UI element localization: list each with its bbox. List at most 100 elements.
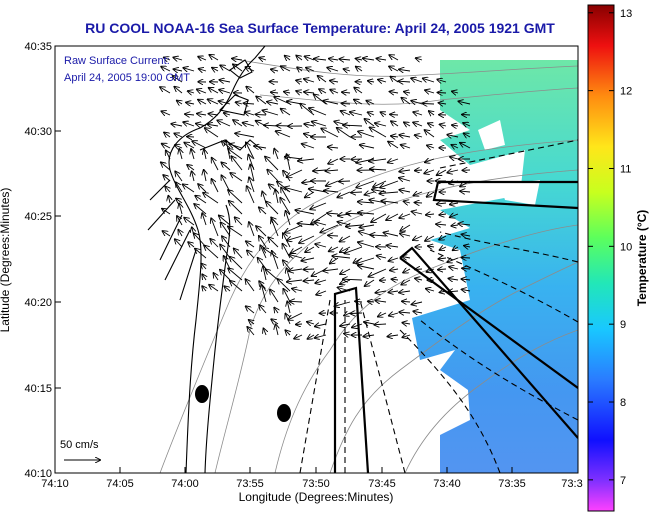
current-vector-arrow bbox=[360, 145, 375, 148]
current-vector-arrow bbox=[268, 237, 279, 248]
current-vector-arrow bbox=[439, 103, 447, 104]
current-vector-arrow bbox=[428, 123, 435, 126]
current-vector-arrow bbox=[313, 170, 327, 171]
current-vector-arrow bbox=[448, 291, 459, 292]
current-vector-arrow bbox=[186, 103, 195, 105]
current-vector-arrow bbox=[437, 80, 447, 83]
current-vector-arrow bbox=[402, 301, 411, 302]
current-vector-arrow bbox=[219, 90, 231, 93]
current-vector-arrow bbox=[275, 190, 278, 204]
colorbar-ticks: 13 12 11 10 9 8 7 bbox=[588, 8, 632, 487]
current-vector-arrow bbox=[185, 114, 195, 115]
current-vector-arrow bbox=[211, 218, 219, 237]
current-vector-arrow bbox=[354, 88, 363, 94]
current-vector-arrow bbox=[358, 202, 375, 203]
current-vector-arrow bbox=[365, 119, 375, 127]
current-vector-arrow bbox=[179, 149, 182, 160]
current-vector-arrow bbox=[464, 133, 471, 137]
temperature-colorbar bbox=[587, 4, 615, 512]
current-vector-arrow bbox=[230, 173, 243, 182]
current-vector-arrow bbox=[285, 56, 290, 60]
current-vector-arrow bbox=[198, 100, 207, 104]
current-vector-arrow bbox=[414, 192, 423, 195]
x-tick-label: 73:45 bbox=[368, 478, 396, 490]
current-vector-arrow bbox=[370, 128, 387, 138]
current-vector-arrow bbox=[368, 301, 375, 302]
current-vector-arrow bbox=[188, 242, 195, 247]
current-vector-arrow bbox=[224, 256, 231, 270]
current-vector-arrow bbox=[176, 182, 183, 193]
x-tick-label: 73:50 bbox=[302, 478, 330, 490]
current-vector-arrow bbox=[314, 95, 327, 105]
current-vector-arrow bbox=[175, 172, 183, 182]
current-vector-arrow bbox=[415, 203, 423, 204]
current-vector-arrow bbox=[220, 80, 231, 82]
current-vector-arrow bbox=[427, 269, 435, 272]
current-vector-arrow bbox=[365, 279, 375, 286]
current-vector-arrow bbox=[399, 312, 411, 313]
current-vector-arrow bbox=[399, 291, 411, 293]
current-vector-arrow bbox=[378, 313, 387, 317]
current-vector-arrow bbox=[381, 201, 399, 203]
current-vector-arrow bbox=[304, 280, 315, 281]
current-vector-arrow bbox=[351, 313, 363, 314]
current-vector-arrow bbox=[283, 233, 291, 248]
current-vector-arrow bbox=[202, 213, 206, 226]
current-vector-arrow bbox=[341, 111, 351, 115]
current-vector-arrow bbox=[304, 79, 315, 82]
current-vector-arrow bbox=[247, 327, 255, 336]
current-vector-arrow bbox=[258, 258, 267, 270]
current-vector-arrow bbox=[369, 159, 387, 161]
current-vector-arrow bbox=[287, 302, 290, 314]
current-vector-arrow bbox=[210, 239, 219, 248]
current-vector-arrow bbox=[399, 190, 411, 192]
current-vector-arrow bbox=[300, 104, 315, 116]
current-vector-arrow bbox=[330, 257, 339, 264]
current-vector-arrow bbox=[229, 201, 243, 215]
current-vector-arrow bbox=[343, 279, 363, 280]
current-vector-arrow bbox=[177, 101, 182, 104]
current-vector-arrow bbox=[391, 121, 399, 126]
current-vector-arrow bbox=[415, 135, 423, 137]
current-vector-arrow bbox=[312, 122, 327, 127]
current-vector-arrow bbox=[295, 210, 315, 215]
current-vector-arrow bbox=[427, 145, 435, 148]
current-vector-arrow bbox=[212, 179, 219, 193]
current-vector-arrow bbox=[390, 92, 399, 93]
current-vector-arrow bbox=[372, 190, 387, 193]
current-vector-arrow bbox=[330, 81, 339, 82]
current-vector-arrow bbox=[364, 322, 375, 324]
current-vector-arrow bbox=[184, 218, 195, 226]
current-vector-arrow bbox=[389, 55, 399, 61]
current-vector-arrow bbox=[412, 302, 423, 305]
current-vector-arrow bbox=[439, 214, 447, 215]
current-vector-arrow bbox=[285, 224, 303, 233]
current-vector-arrow bbox=[437, 169, 447, 175]
surface-current-vectors bbox=[160, 55, 471, 339]
current-vector-arrow bbox=[192, 171, 194, 182]
current-vector-arrow bbox=[287, 268, 291, 281]
current-vector-arrow bbox=[388, 335, 399, 337]
current-vector-arrow bbox=[256, 97, 267, 105]
current-vector-arrow bbox=[263, 110, 279, 116]
current-vector-arrow bbox=[187, 165, 195, 171]
current-vector-arrow bbox=[246, 241, 255, 248]
current-vector-arrow bbox=[459, 224, 471, 225]
current-vector-arrow bbox=[201, 264, 206, 269]
current-vector-arrow bbox=[388, 142, 399, 149]
current-vector-arrow bbox=[286, 211, 291, 226]
current-vector-arrow bbox=[302, 144, 315, 149]
current-vector-arrow bbox=[328, 235, 339, 236]
current-vector-arrow bbox=[318, 76, 327, 83]
current-vector-arrow bbox=[326, 180, 339, 186]
current-vector-arrow bbox=[289, 255, 303, 258]
current-vector-arrow bbox=[208, 99, 219, 105]
current-vector-arrow bbox=[328, 147, 339, 148]
current-vector-arrow bbox=[228, 190, 243, 204]
current-vector-arrow bbox=[462, 289, 471, 291]
current-vector-arrow bbox=[230, 257, 243, 270]
current-vector-arrow bbox=[345, 246, 363, 253]
current-vector-arrow bbox=[234, 249, 243, 259]
y-axis-label: Latitude (Degrees:Minutes) bbox=[0, 188, 12, 333]
current-vector-arrow bbox=[191, 149, 194, 160]
